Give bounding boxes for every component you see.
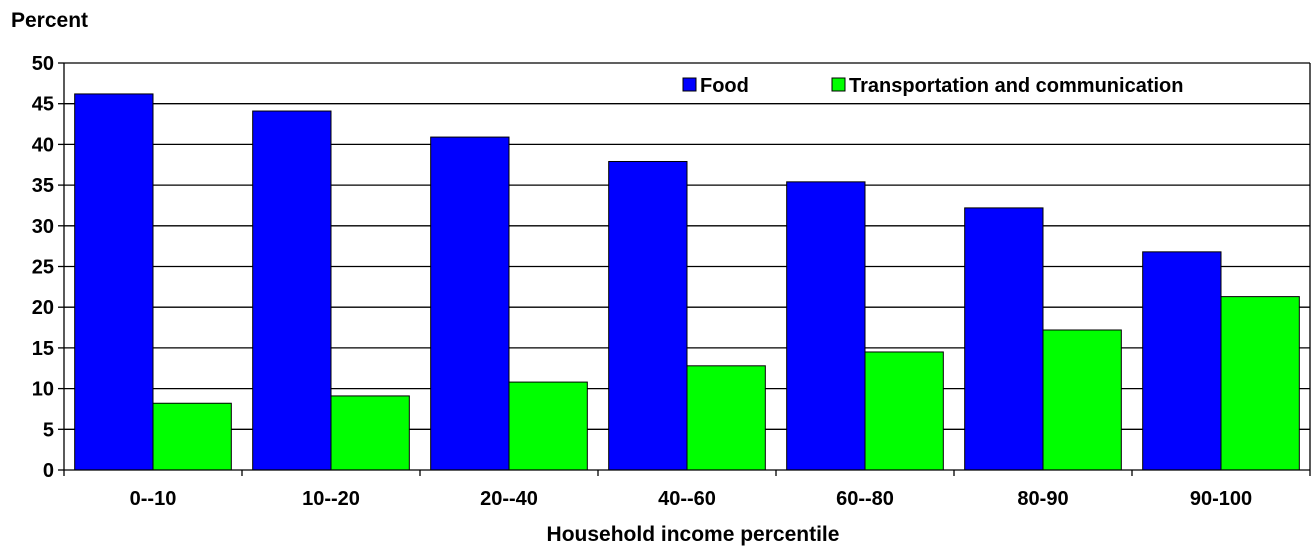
bar-transportation: [152, 402, 232, 471]
y-tick-label: 45: [32, 94, 54, 116]
bar-food: [74, 93, 154, 471]
bar-food: [1142, 251, 1222, 471]
y-tick-label: 5: [43, 419, 54, 441]
bars: [74, 93, 1300, 471]
bar-transportation: [508, 381, 588, 471]
y-tick-label: 25: [32, 257, 54, 279]
bar-food: [786, 181, 866, 471]
x-axis-title: Household income percentile: [547, 523, 840, 546]
y-tick-label: 35: [32, 175, 54, 197]
x-tick-labels: 0--10 10--20 20--40 40--60 60--80 80-90 90-100: [130, 488, 1252, 510]
bar-food: [964, 207, 1044, 471]
x-tick-label: 10--20: [302, 488, 360, 510]
y-tick-label: 0: [43, 460, 54, 482]
bar-food: [608, 160, 688, 471]
legend-food-label: Food: [700, 75, 749, 97]
bar-food: [252, 110, 332, 471]
y-axis-title: Percent: [11, 9, 88, 32]
bar-transportation: [686, 365, 766, 471]
x-tick-label: 80-90: [1017, 488, 1068, 510]
y-tick-label: 15: [32, 338, 54, 360]
x-tick-label: 90-100: [1190, 488, 1252, 510]
y-tick-label: 10: [32, 379, 54, 401]
y-tick-label: 50: [32, 53, 54, 75]
bar-food: [430, 136, 510, 471]
x-tick-label: 20--40: [480, 488, 538, 510]
bar-transportation: [1042, 329, 1122, 471]
y-tick-label: 40: [32, 134, 54, 156]
legend-transportation-label: Transportation and communication: [849, 75, 1183, 97]
bar-transportation: [330, 395, 410, 471]
x-tick-label: 60--80: [836, 488, 894, 510]
bar-transportation: [1220, 296, 1300, 471]
legend-transportation-swatch: [831, 77, 846, 92]
x-tick-label: 40--60: [658, 488, 716, 510]
y-tick-labels: 0 5 10 15 20 25 30 35 40 45 50: [32, 53, 54, 482]
y-tick-label: 20: [32, 297, 54, 319]
x-tick-label: 0--10: [130, 488, 177, 510]
legend: Food Transportation and communication: [682, 75, 1183, 97]
y-tick-label: 30: [32, 216, 54, 238]
bar-transportation: [864, 351, 944, 471]
legend-food-swatch: [682, 77, 697, 92]
axes: [58, 62, 1311, 476]
